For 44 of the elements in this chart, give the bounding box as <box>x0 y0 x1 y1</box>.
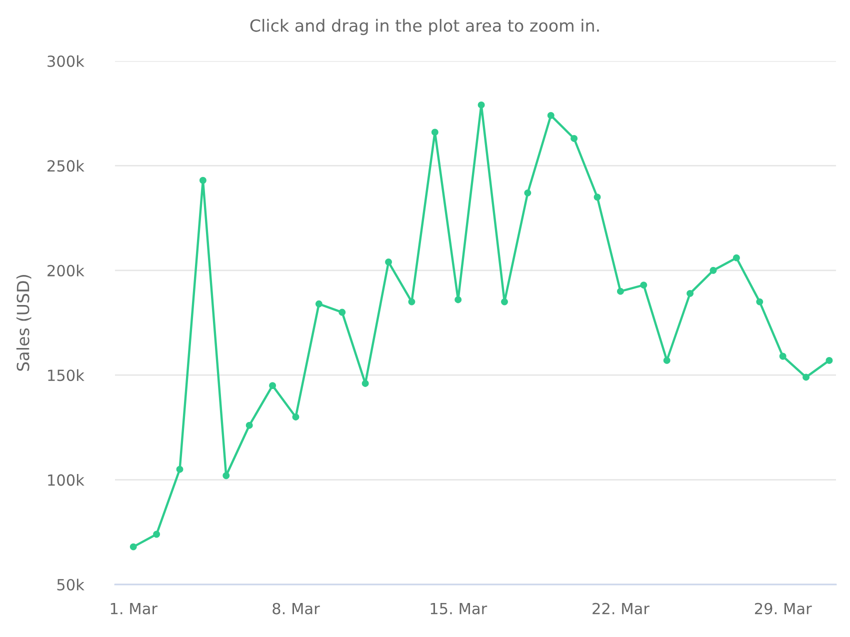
point <box>826 356 833 364</box>
point <box>269 382 276 390</box>
y-tick-label: 50k <box>57 578 84 591</box>
point <box>779 352 786 360</box>
point <box>594 194 601 201</box>
x-tick-label: 1. Mar <box>110 603 158 614</box>
point <box>710 266 717 274</box>
point <box>130 543 137 550</box>
point <box>246 422 253 429</box>
point <box>756 298 764 306</box>
y-tick-label: 200k <box>48 264 84 276</box>
point <box>802 374 810 381</box>
y-tick-label: 300k <box>48 55 84 68</box>
point <box>338 308 346 316</box>
point <box>640 282 648 289</box>
point <box>454 296 462 304</box>
point <box>524 189 532 196</box>
point <box>153 530 160 538</box>
x-tick-label: 22. Mar <box>592 602 650 614</box>
point <box>385 258 392 266</box>
point <box>222 472 230 480</box>
x-tick-label: 15. Mar <box>430 603 488 614</box>
point <box>292 414 300 420</box>
point <box>176 466 184 473</box>
x-tick-label: 29. Mar <box>754 602 812 614</box>
y-tick-label: 250k <box>48 160 84 172</box>
point <box>431 128 438 136</box>
point <box>501 298 508 306</box>
point <box>617 288 624 295</box>
point <box>663 356 670 364</box>
point <box>408 298 416 306</box>
y-tick-label: 150k <box>48 369 84 382</box>
chart-subtitle: Click and drag in the plot area to zoom in. <box>250 18 599 36</box>
point <box>478 102 485 108</box>
point <box>732 254 740 262</box>
point <box>315 300 322 308</box>
x-tick-label: 8. Mar <box>272 602 320 614</box>
point <box>686 290 694 297</box>
point <box>199 176 206 184</box>
point <box>570 135 578 142</box>
y-tick-label: 100k <box>48 474 84 486</box>
point <box>547 112 554 119</box>
point <box>362 380 369 387</box>
y-axis-title: Sales (USD) <box>16 275 32 371</box>
